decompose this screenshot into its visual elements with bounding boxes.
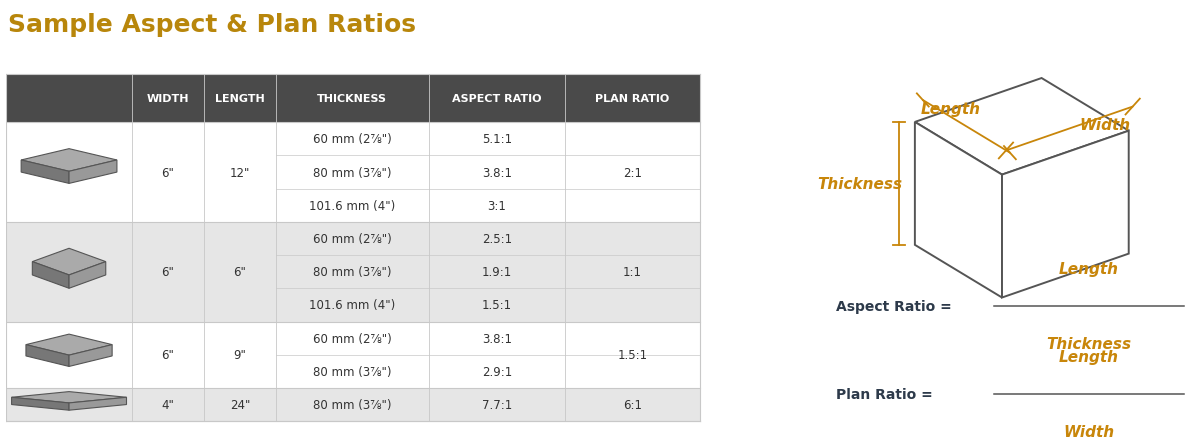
Text: 6:1: 6:1 [623,398,642,411]
Text: 80 mm (3⅞"): 80 mm (3⅞") [313,365,391,378]
Polygon shape [32,249,106,276]
Bar [6,322,701,388]
Text: 9": 9" [233,349,246,361]
Polygon shape [22,149,116,172]
Polygon shape [70,161,116,184]
Text: 7.7:1: 7.7:1 [481,398,512,411]
Text: 3.8:1: 3.8:1 [481,332,511,345]
Text: 1.5:1: 1.5:1 [481,299,512,312]
Bar [6,123,701,223]
Text: 24": 24" [229,398,250,411]
Polygon shape [12,397,70,410]
Text: 3.8:1: 3.8:1 [481,166,511,179]
Polygon shape [32,262,70,289]
Text: 101.6 mm (4"): 101.6 mm (4") [310,299,396,312]
Polygon shape [70,345,112,367]
Text: ASPECT RATIO: ASPECT RATIO [452,94,541,104]
Text: WIDTH: WIDTH [146,94,190,104]
Text: 80 mm (3⅞"): 80 mm (3⅞") [313,166,391,179]
Text: Width: Width [1063,424,1115,438]
Bar [6,223,701,322]
Text: Length: Length [1060,350,1120,364]
Polygon shape [914,123,1002,298]
Text: 6": 6" [162,166,174,179]
Text: 60 mm (2⅞"): 60 mm (2⅞") [313,233,391,245]
Text: 4": 4" [162,398,174,411]
Text: 2:1: 2:1 [623,166,642,179]
Text: 1.5:1: 1.5:1 [617,349,648,361]
Text: 2.9:1: 2.9:1 [481,365,512,378]
Text: 80 mm (3⅞"): 80 mm (3⅞") [313,398,391,411]
Text: Width: Width [1079,117,1130,132]
Text: 6": 6" [233,265,246,279]
Text: 60 mm (2⅞"): 60 mm (2⅞") [313,133,391,146]
Polygon shape [70,262,106,289]
Bar [6,74,701,123]
Text: PLAN RATIO: PLAN RATIO [595,94,670,104]
Polygon shape [26,334,112,355]
Text: 3:1: 3:1 [487,199,506,212]
Text: 6": 6" [162,265,174,279]
Text: Thickness: Thickness [817,177,902,191]
Text: 2.5:1: 2.5:1 [481,233,512,245]
Text: Length: Length [920,102,980,117]
Polygon shape [70,397,126,410]
Polygon shape [914,79,1129,175]
Text: Sample Aspect & Plan Ratios: Sample Aspect & Plan Ratios [8,13,416,37]
Text: 12": 12" [229,166,250,179]
Polygon shape [22,161,70,184]
Text: 1.9:1: 1.9:1 [481,265,512,279]
Text: 80 mm (3⅞"): 80 mm (3⅞") [313,265,391,279]
Text: 60 mm (2⅞"): 60 mm (2⅞") [313,332,391,345]
Polygon shape [1002,131,1129,298]
Text: LENGTH: LENGTH [215,94,265,104]
Text: THICKNESS: THICKNESS [317,94,388,104]
Text: Plan Ratio =: Plan Ratio = [835,387,932,401]
Text: Aspect Ratio =: Aspect Ratio = [835,300,952,314]
Polygon shape [26,345,70,367]
Text: Thickness: Thickness [1046,336,1132,351]
Text: Length: Length [1060,262,1120,277]
Text: 1:1: 1:1 [623,265,642,279]
Text: 6": 6" [162,349,174,361]
Text: 5.1:1: 5.1:1 [481,133,512,146]
Polygon shape [12,392,126,403]
Bar [6,388,701,421]
Text: 101.6 mm (4"): 101.6 mm (4") [310,199,396,212]
